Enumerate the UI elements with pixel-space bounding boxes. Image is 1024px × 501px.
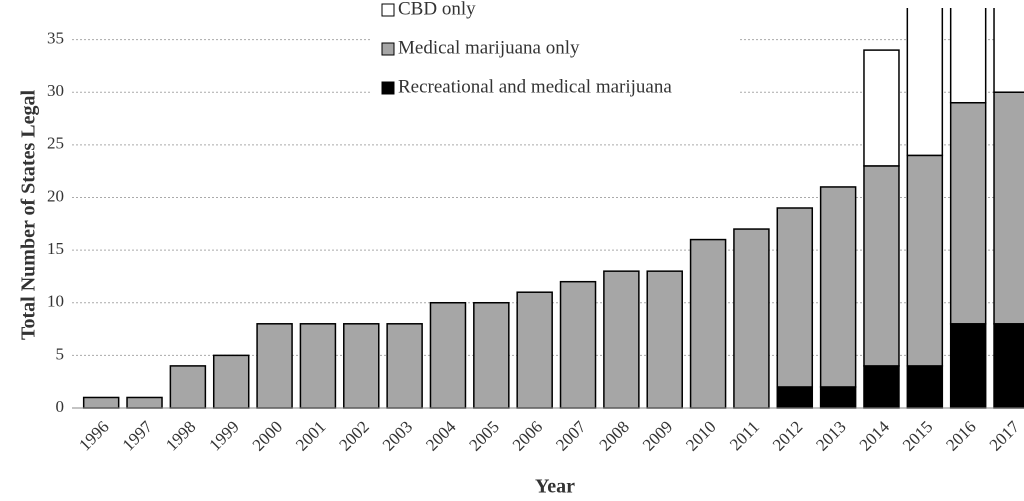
y-tick-label: 5: [56, 344, 65, 363]
bar-segment: [212, 354, 250, 409]
x-tick-label: 2001: [292, 417, 329, 454]
bar-segment: [949, 8, 987, 104]
x-tick-label: 2003: [379, 417, 416, 454]
bar-segment: [82, 396, 120, 409]
x-axis-label: Year: [535, 476, 575, 498]
x-tick-label: 2011: [726, 417, 763, 454]
y-tick-label: 0: [56, 397, 65, 416]
legend-label: CBD only: [398, 0, 476, 19]
bar-segment: [906, 154, 944, 367]
bar-segment: [646, 270, 683, 409]
bar-segment: [993, 8, 1024, 93]
x-tick-label: 2012: [769, 417, 806, 454]
legend-label: Medical marijuana only: [398, 37, 580, 58]
bar-segment: [733, 228, 770, 409]
x-tick-label: 2010: [682, 417, 719, 454]
bars: [82, 8, 1024, 409]
y-tick-label: 25: [47, 134, 64, 153]
bar-segment: [603, 270, 640, 409]
bar-segment: [473, 301, 510, 409]
x-tick-label: 2006: [509, 417, 546, 454]
y-tick-label: 20: [47, 186, 64, 205]
y-axis-label: Total Number of States Legal: [18, 90, 40, 340]
legend-swatch: [381, 3, 395, 17]
bar-segment: [949, 101, 987, 325]
legend-swatch: [381, 81, 395, 95]
x-tick-label: 1996: [75, 417, 112, 454]
x-tick-label: 2007: [552, 417, 590, 455]
bar-segment: [993, 91, 1024, 325]
bar-segment: [776, 386, 814, 409]
x-tick-label: 1997: [119, 417, 157, 455]
bar-segment: [516, 291, 553, 409]
legend-label: Recreational and medical marijuana: [398, 76, 672, 97]
bar-segment: [949, 323, 987, 409]
bar-segment: [343, 323, 380, 409]
x-tick-label: 1999: [205, 417, 242, 454]
x-tick-label: 2013: [812, 417, 849, 454]
x-tick-label: 2000: [249, 417, 286, 454]
bar-segment: [386, 323, 423, 409]
bar-segment: [819, 186, 857, 388]
y-tick-label: 30: [47, 81, 64, 100]
bar-segment: [863, 49, 900, 167]
bar-segment: [559, 280, 597, 409]
x-tick-label: 2017: [986, 417, 1024, 455]
bar-segment: [819, 386, 857, 409]
bar-segment: [993, 323, 1024, 409]
bar-segment: [906, 365, 944, 409]
x-tick-label: 1998: [162, 417, 199, 454]
x-tick-label: 2014: [856, 417, 894, 455]
x-tick-label: 2009: [639, 417, 676, 454]
bar-segment: [126, 396, 163, 409]
x-tick-label: 2008: [595, 417, 632, 454]
bar-segment: [906, 8, 944, 157]
bar-segment: [429, 301, 467, 409]
bar-segment: [863, 165, 900, 367]
bar-segment: [863, 365, 900, 409]
legend-swatch: [381, 42, 395, 56]
legend: CBD only Medical marijuana only Recreation…: [381, 0, 672, 97]
x-tick-label: 2005: [465, 417, 502, 454]
y-tick-label: 15: [47, 239, 64, 258]
legend-box: [372, 0, 738, 104]
x-tick-label: 2002: [335, 417, 372, 454]
bar-segment: [776, 207, 814, 388]
bar-segment: [256, 323, 293, 409]
x-tick-label: 2004: [422, 417, 460, 455]
bar-segment: [299, 323, 337, 409]
y-tick-label: 10: [47, 292, 64, 311]
y-tick-label: 35: [47, 28, 64, 47]
x-tick-label: 2015: [899, 417, 936, 454]
bar-segment: [689, 238, 727, 409]
x-tick-label: 2016: [942, 417, 979, 454]
bar-segment: [169, 365, 207, 409]
